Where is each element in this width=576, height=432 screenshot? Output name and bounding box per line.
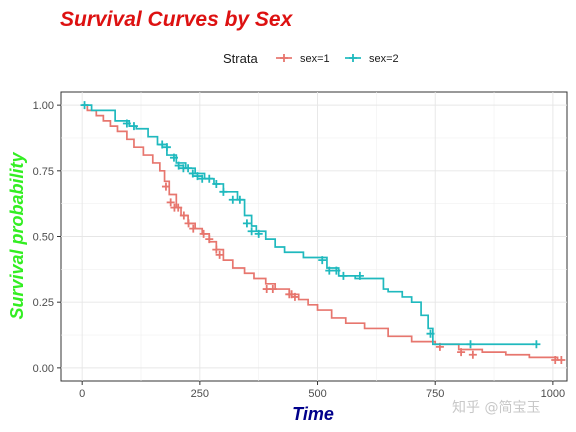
censor-mark [193,172,202,181]
watermark: 知乎 @简宝玉 [452,399,540,416]
censor-mark [332,266,341,275]
curves [80,101,566,364]
censor-mark [198,174,207,183]
legend: Strata sex=1 sex=2 [223,51,399,66]
grid [61,92,567,381]
censor-mark [242,219,251,228]
y-tick-label: 0.75 [33,166,54,178]
censor-mark [532,340,541,349]
censor-mark [318,256,327,265]
censor-mark [228,195,237,204]
censor-mark [184,164,193,173]
censor-mark [189,224,198,233]
y-tick-label: 0.50 [33,232,54,244]
survival-curve-sex-1 [82,104,559,360]
censor-mark [466,340,475,349]
x-tick-label: 500 [308,388,326,400]
censor-mark [219,187,228,196]
censor-mark [457,348,466,357]
legend-label: sex=1 [300,53,330,65]
censor-mark [339,271,348,280]
censor-mark [268,285,277,294]
censor-mark [80,101,89,110]
censor-mark [212,179,221,188]
x-tick-label: 750 [426,388,444,400]
censor-mark [162,143,171,152]
censor-mark [199,229,208,238]
legend-label: sex=2 [369,53,399,65]
censor-mark [122,119,131,128]
censor-mark [166,198,175,207]
censor-mark [169,153,178,162]
axis-ticks: 0 250 500 750 1000 0.00 0.25 0.50 0.75 1.00 [33,100,566,400]
censor-mark [174,203,183,212]
censor-mark [254,229,263,238]
censor-mark [205,174,214,183]
censor-mark [179,211,188,220]
censor-mark [205,235,214,244]
survival-curve-sex-2 [82,104,535,346]
x-tick-label: 1000 [541,388,565,400]
censor-mark [355,271,364,280]
legend-key-mark [349,54,357,62]
legend-title: Strata [223,51,258,66]
censor-mark [290,292,299,301]
censor-mark [212,245,221,254]
censor-mark [325,266,334,275]
censor-mark [158,140,167,149]
censor-mark [174,161,183,170]
legend-key-mark [280,54,288,62]
censor-mark [247,227,256,236]
x-tick-label: 250 [191,388,209,400]
censor-mark [557,355,566,364]
censor-mark [188,169,197,178]
censor-mark [468,350,477,359]
censor-mark [235,195,244,204]
chart-title: Survival Curves by Sex [60,8,294,31]
censor-mark [426,329,435,338]
censor-mark [215,250,224,259]
y-tick-label: 0.25 [33,297,54,309]
y-tick-label: 0.00 [33,363,54,375]
y-tick-label: 1.00 [33,100,54,112]
x-axis-label: Time [292,404,334,424]
censor-mark [161,182,170,191]
censor-mark [129,122,138,131]
y-axis-label: Survival probability [7,151,27,319]
censor-mark [184,219,193,228]
x-tick-label: 0 [79,388,85,400]
